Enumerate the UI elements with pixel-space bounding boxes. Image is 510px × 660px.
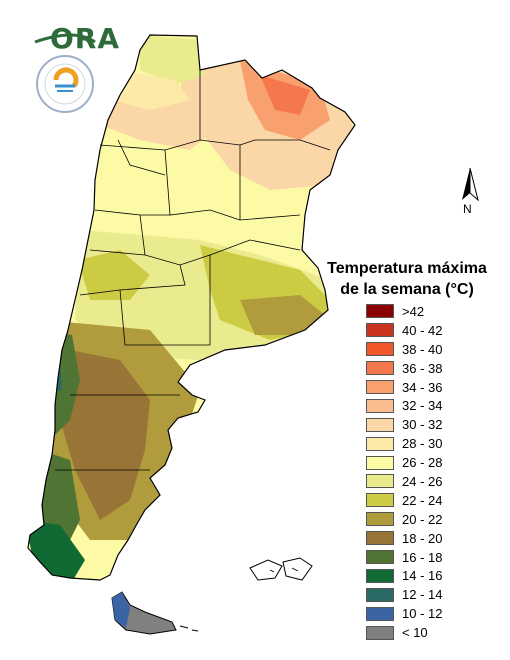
legend-item: 40 - 42 xyxy=(366,321,442,340)
legend-item: 36 - 38 xyxy=(366,359,442,378)
legend-item: >42 xyxy=(366,302,442,321)
legend-swatch xyxy=(366,304,394,319)
legend-swatch xyxy=(366,323,394,338)
legend-item: 20 - 22 xyxy=(366,510,442,529)
legend-item: 24 - 26 xyxy=(366,472,442,491)
legend-item: 30 - 32 xyxy=(366,415,442,434)
legend-item: 10 - 12 xyxy=(366,604,442,623)
ora-logo-text: ORA xyxy=(50,22,121,55)
legend-item: 14 - 16 xyxy=(366,566,442,585)
legend-label: 18 - 20 xyxy=(402,530,443,546)
legend-label: 30 - 32 xyxy=(402,417,443,433)
legend-label: 16 - 18 xyxy=(402,549,443,565)
legend-label: < 10 xyxy=(402,625,428,641)
legend-swatch xyxy=(366,342,394,357)
legend-swatch xyxy=(366,474,394,489)
legend-label: 40 - 42 xyxy=(402,322,443,338)
legend-swatch xyxy=(366,361,394,376)
legend-label: 24 - 26 xyxy=(402,473,443,489)
legend-swatch xyxy=(366,531,394,546)
legend-swatch xyxy=(366,436,394,451)
legend-swatch xyxy=(366,417,394,432)
legend-item: 34 - 36 xyxy=(366,378,442,397)
legend-item: 38 - 40 xyxy=(366,340,442,359)
legend-label: 36 - 38 xyxy=(402,360,443,376)
legend-item: 12 - 14 xyxy=(366,585,442,604)
legend-title-line1: Temperatura máxima xyxy=(327,260,487,277)
legend-label: 38 - 40 xyxy=(402,341,443,357)
legend-item: 32 - 34 xyxy=(366,396,442,415)
legend-list: >42 40 - 42 38 - 40 36 - 38 34 - 36 32 -… xyxy=(366,302,442,642)
legend-swatch xyxy=(366,587,394,602)
legend-label: 20 - 22 xyxy=(402,511,443,527)
legend-label: 12 - 14 xyxy=(402,587,443,603)
legend-swatch xyxy=(366,380,394,394)
legend-label: 14 - 16 xyxy=(402,568,443,584)
legend-swatch xyxy=(366,455,394,470)
legend-label: 32 - 34 xyxy=(402,398,443,414)
tierra-del-fuego xyxy=(111,591,199,635)
legend-label: 10 - 12 xyxy=(402,606,443,622)
legend-item: 18 - 20 xyxy=(366,529,442,548)
north-arrow-icon xyxy=(462,167,479,202)
legend-swatch xyxy=(366,398,394,413)
legend-swatch xyxy=(366,606,394,621)
legend-label: 26 - 28 xyxy=(402,455,443,471)
country-outline xyxy=(27,34,356,581)
malvinas-islands xyxy=(249,557,313,581)
legend-label: 28 - 30 xyxy=(402,436,443,452)
province-borders xyxy=(55,70,331,471)
legend-swatch xyxy=(366,550,394,565)
legend-item: 28 - 30 xyxy=(366,434,442,453)
legend-label: 22 - 24 xyxy=(402,492,443,508)
legend-title-line2: de la semana (°C) xyxy=(340,281,474,298)
legend-item: 22 - 24 xyxy=(366,491,442,510)
legend-label: 34 - 36 xyxy=(402,379,443,395)
legend-swatch xyxy=(366,512,394,527)
legend-item: 26 - 28 xyxy=(366,453,442,472)
smn-seal-logo xyxy=(36,55,94,113)
legend-item: 16 - 18 xyxy=(366,548,442,567)
legend-swatch xyxy=(366,493,394,508)
legend-swatch xyxy=(366,568,394,583)
north-label: N xyxy=(463,202,472,216)
legend-label: >42 xyxy=(402,303,425,319)
logo-swoosh xyxy=(34,33,96,44)
legend-title: Temperatura máxima de la semana (°C) xyxy=(318,258,496,300)
legend-item: < 10 xyxy=(366,623,442,642)
legend-swatch xyxy=(366,625,394,640)
